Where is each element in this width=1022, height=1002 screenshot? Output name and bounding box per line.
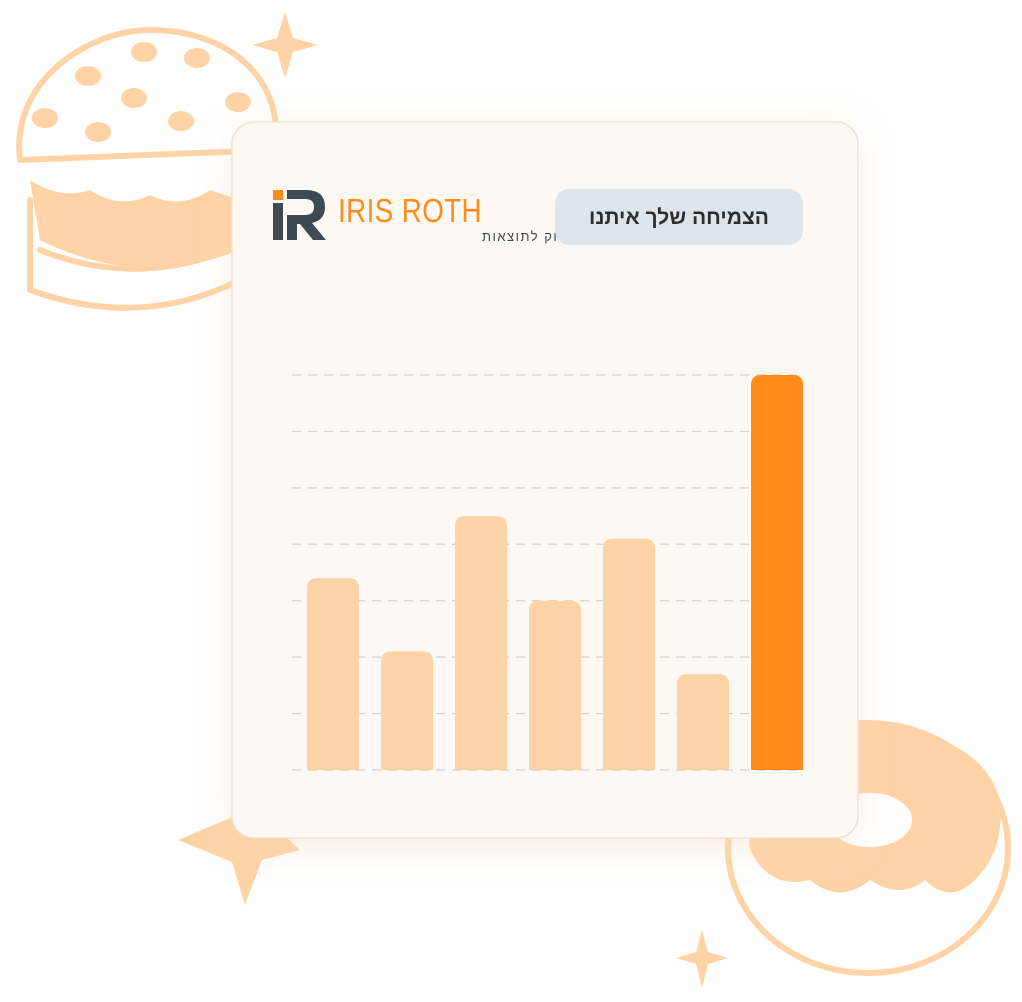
logo-bar xyxy=(273,203,283,240)
bar xyxy=(603,538,655,770)
bar xyxy=(677,674,729,770)
chart-title: הצמיחה שלך איתנו xyxy=(589,206,769,229)
burger-illustration xyxy=(16,27,280,311)
bar xyxy=(455,516,507,770)
sparkle xyxy=(676,930,728,988)
logo-r xyxy=(287,190,326,240)
bar xyxy=(307,578,359,770)
bar xyxy=(381,651,433,770)
plot xyxy=(292,374,804,771)
logo: IRIS ROTH מערכי שיווק לתוצאות xyxy=(273,190,625,244)
logo-dot xyxy=(273,190,283,200)
bar xyxy=(751,375,803,770)
logo-name: IRIS ROTH xyxy=(338,192,482,229)
title-pill xyxy=(555,189,803,245)
sparkle xyxy=(252,12,318,78)
bar xyxy=(529,600,581,770)
